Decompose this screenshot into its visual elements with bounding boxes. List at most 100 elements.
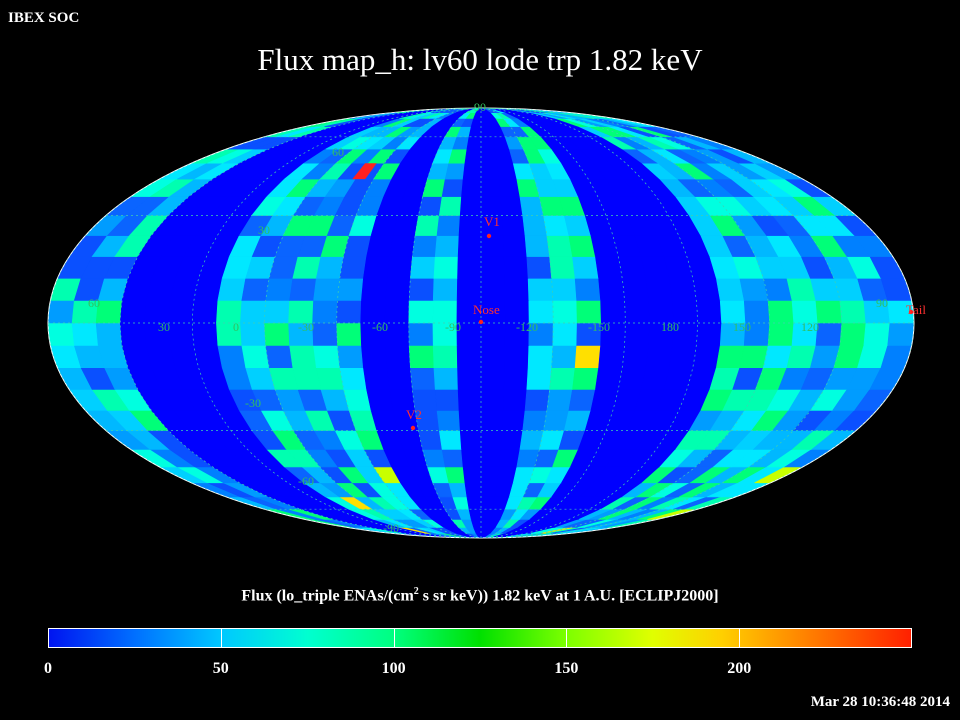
flux-cell bbox=[574, 277, 601, 301]
flux-cell bbox=[337, 277, 364, 301]
flux-cell bbox=[436, 410, 461, 431]
colorbar-tick bbox=[394, 628, 395, 648]
longitude-label: 180 bbox=[661, 320, 679, 334]
flux-cell bbox=[552, 322, 578, 346]
flux-cell bbox=[315, 367, 345, 390]
flux-cell bbox=[167, 300, 195, 324]
flux-cell bbox=[414, 215, 440, 236]
flux-cell bbox=[457, 256, 482, 279]
flux-cell bbox=[312, 322, 338, 346]
flux-cell bbox=[504, 345, 530, 369]
flux-cell bbox=[457, 367, 482, 390]
flux-cell bbox=[767, 322, 795, 346]
flux-cell bbox=[434, 389, 460, 411]
marker-nose-dot bbox=[478, 319, 484, 325]
latitude-label: 30 bbox=[258, 223, 270, 237]
flux-cell bbox=[461, 449, 482, 468]
flux-cell bbox=[191, 300, 219, 324]
flux-cell bbox=[464, 148, 482, 164]
flux-cell bbox=[436, 215, 461, 236]
longitude-label: -90 bbox=[445, 320, 461, 334]
marker-v1-label: V1 bbox=[484, 214, 500, 229]
flux-cell bbox=[480, 277, 506, 301]
flux-cell bbox=[551, 345, 578, 369]
flux-cell bbox=[432, 345, 458, 369]
flux-cell bbox=[524, 389, 550, 411]
flux-cell bbox=[815, 322, 843, 346]
flux-cell bbox=[480, 482, 498, 498]
flux-cell bbox=[337, 345, 364, 369]
latitude-label: -60 bbox=[298, 474, 314, 488]
flux-cell bbox=[480, 235, 505, 257]
flux-cell bbox=[312, 300, 338, 324]
marker-v1-dot bbox=[486, 233, 492, 239]
flux-cell bbox=[438, 430, 462, 450]
flux-cell bbox=[241, 277, 270, 301]
flux-cell bbox=[480, 162, 500, 180]
flux-cell bbox=[444, 162, 466, 180]
flux-cell bbox=[289, 345, 317, 369]
flux-cell bbox=[95, 322, 123, 346]
marker-v2-dot bbox=[410, 425, 416, 431]
flux-cell bbox=[572, 367, 599, 390]
flux-cell bbox=[480, 178, 501, 197]
flux-cell bbox=[522, 410, 548, 431]
longitude-label: -60 bbox=[372, 320, 388, 334]
flux-cell bbox=[668, 277, 697, 301]
flux-cell bbox=[503, 367, 529, 390]
flux-cell bbox=[498, 178, 521, 197]
colorbar-tick-label: 50 bbox=[212, 660, 229, 677]
flux-cell bbox=[480, 136, 496, 150]
flux-cell bbox=[466, 496, 482, 510]
flux-cell bbox=[863, 322, 891, 346]
flux-cell bbox=[480, 256, 505, 279]
flux-cell bbox=[695, 322, 722, 346]
flux-cell bbox=[336, 322, 362, 346]
longitude-gridline bbox=[480, 108, 843, 538]
flux-cell bbox=[339, 256, 367, 279]
flux-cell bbox=[418, 196, 443, 216]
flux-cell bbox=[48, 322, 75, 346]
flux-cell bbox=[363, 367, 390, 390]
latitude-label: -30 bbox=[245, 396, 261, 410]
flux-cell bbox=[366, 235, 394, 257]
marker-nose-label: Nose bbox=[473, 302, 500, 317]
flux-cell bbox=[410, 256, 436, 279]
colorbar-label: Flux (lo_triple ENAs/(cm2 s sr keV)) 1.8… bbox=[241, 586, 719, 605]
marker-tail-label: Tail bbox=[906, 302, 926, 317]
flux-cell bbox=[433, 367, 459, 390]
flux-cell bbox=[839, 300, 867, 324]
flux-cell bbox=[444, 466, 466, 484]
flux-cell bbox=[386, 367, 413, 390]
timestamp: Mar 28 10:36:48 2014 bbox=[810, 694, 950, 710]
marker-v2-label: V2 bbox=[406, 407, 422, 422]
flux-cell bbox=[692, 345, 721, 369]
map-title: Flux map_h: lv60 lode trp 1.82 keV bbox=[257, 42, 703, 77]
flux-cell bbox=[456, 345, 482, 369]
flux-cell bbox=[549, 367, 576, 390]
flux-cell bbox=[119, 300, 147, 324]
flux-cell bbox=[552, 300, 578, 324]
flux-cell bbox=[412, 235, 438, 257]
colorbar-tick bbox=[739, 628, 740, 648]
flux-cell bbox=[384, 322, 410, 346]
flux-cell bbox=[624, 300, 650, 324]
flux-cell bbox=[441, 449, 464, 468]
flux-cell bbox=[384, 345, 411, 369]
flux-cell bbox=[480, 410, 504, 431]
flux-cell bbox=[265, 345, 294, 369]
flux-cell bbox=[457, 389, 482, 411]
longitude-gridline bbox=[119, 108, 482, 538]
flux-cell bbox=[468, 508, 482, 520]
flux-cell bbox=[408, 300, 434, 324]
flux-cell bbox=[457, 235, 482, 257]
flux-cell bbox=[441, 178, 464, 197]
flux-cell bbox=[498, 449, 521, 468]
flux-cell bbox=[313, 277, 341, 301]
flux-cell bbox=[504, 277, 530, 301]
flux-cell bbox=[501, 410, 526, 431]
longitude-label: 60 bbox=[88, 296, 100, 310]
flux-cell bbox=[500, 196, 524, 216]
flux-cell bbox=[217, 345, 247, 369]
